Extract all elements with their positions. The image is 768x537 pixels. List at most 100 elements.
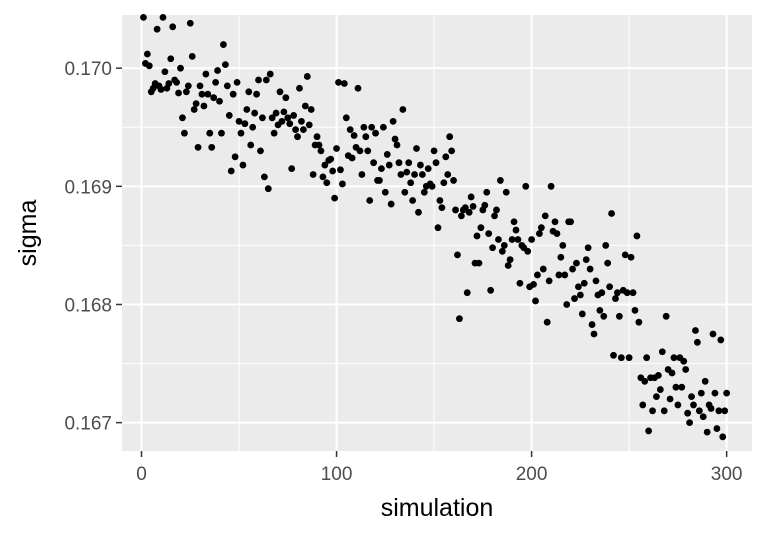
data-point	[536, 230, 543, 237]
data-point	[405, 159, 413, 167]
data-point	[485, 230, 493, 237]
data-point	[674, 401, 682, 409]
data-point	[713, 425, 721, 432]
data-point	[430, 147, 438, 155]
data-point	[643, 354, 651, 362]
data-point	[379, 123, 387, 131]
data-point	[376, 177, 383, 184]
data-point	[354, 84, 362, 92]
data-point	[500, 242, 508, 249]
data-point	[372, 129, 379, 137]
y-axis-title: sigma	[14, 200, 42, 267]
data-point	[469, 203, 477, 210]
data-point	[678, 383, 686, 391]
y-tick-label: 0.168	[64, 295, 112, 316]
data-point	[227, 167, 235, 175]
data-point	[463, 289, 471, 297]
data-point	[397, 171, 405, 178]
data-point	[680, 357, 688, 365]
data-point	[340, 80, 348, 87]
data-point	[639, 401, 647, 409]
data-point	[417, 161, 424, 169]
data-point	[615, 312, 623, 320]
data-point	[401, 188, 409, 196]
data-point	[333, 145, 340, 152]
data-point	[473, 232, 481, 240]
data-point	[516, 279, 524, 287]
data-point	[578, 310, 586, 318]
data-point	[436, 197, 444, 204]
data-point	[682, 366, 690, 373]
data-points	[140, 13, 731, 441]
data-point	[218, 129, 225, 137]
data-point	[216, 97, 223, 105]
data-point	[584, 244, 592, 252]
data-point	[143, 50, 151, 58]
data-point	[381, 188, 389, 196]
data-point	[266, 70, 274, 78]
data-point	[307, 106, 315, 113]
data-point	[393, 141, 401, 149]
data-point	[206, 129, 214, 137]
data-point	[645, 427, 653, 435]
data-point	[409, 197, 417, 204]
data-point	[631, 306, 639, 314]
data-point	[614, 289, 621, 297]
data-point	[508, 236, 516, 243]
data-point	[245, 88, 253, 96]
data-point	[573, 259, 580, 267]
data-point	[629, 289, 637, 297]
data-point	[290, 112, 298, 119]
data-point	[309, 171, 317, 178]
data-point	[701, 377, 709, 385]
data-point	[666, 395, 674, 403]
data-point	[541, 212, 549, 220]
data-point	[571, 295, 578, 302]
y-axis: 0.167 0.168 0.169 0.170	[64, 59, 122, 435]
data-point	[588, 321, 596, 328]
data-point	[327, 155, 335, 163]
data-point	[424, 165, 432, 173]
data-point	[329, 167, 337, 175]
data-point	[649, 407, 656, 415]
data-point	[346, 126, 354, 134]
data-point	[296, 84, 303, 92]
data-point	[475, 259, 483, 267]
major-gridlines	[122, 15, 752, 451]
data-point	[600, 312, 608, 320]
data-point	[262, 76, 270, 84]
data-point	[337, 166, 344, 174]
data-point	[522, 182, 530, 190]
data-point	[223, 82, 231, 90]
data-point	[580, 279, 588, 287]
data-point	[335, 78, 342, 86]
data-point	[672, 383, 680, 391]
data-point	[235, 117, 243, 125]
data-point	[157, 86, 165, 93]
data-point	[190, 106, 198, 113]
y-tick-label: 0.170	[64, 59, 112, 80]
data-point	[403, 168, 411, 176]
data-point	[407, 179, 415, 187]
data-point	[418, 171, 426, 178]
data-point	[385, 161, 393, 169]
data-point	[444, 171, 452, 178]
data-point	[524, 247, 532, 255]
data-point	[641, 377, 649, 385]
data-point	[707, 405, 715, 412]
data-point	[214, 67, 221, 74]
data-point	[590, 330, 598, 338]
data-point	[543, 318, 551, 326]
data-point	[395, 159, 403, 167]
data-point	[446, 133, 454, 141]
data-point	[432, 159, 440, 167]
data-point	[286, 120, 294, 128]
data-point	[161, 68, 169, 76]
data-point	[653, 393, 660, 401]
data-point	[660, 407, 668, 415]
data-point	[184, 82, 192, 90]
data-point	[294, 133, 301, 141]
data-point	[362, 133, 370, 141]
data-point	[319, 173, 327, 181]
data-point	[323, 179, 331, 187]
